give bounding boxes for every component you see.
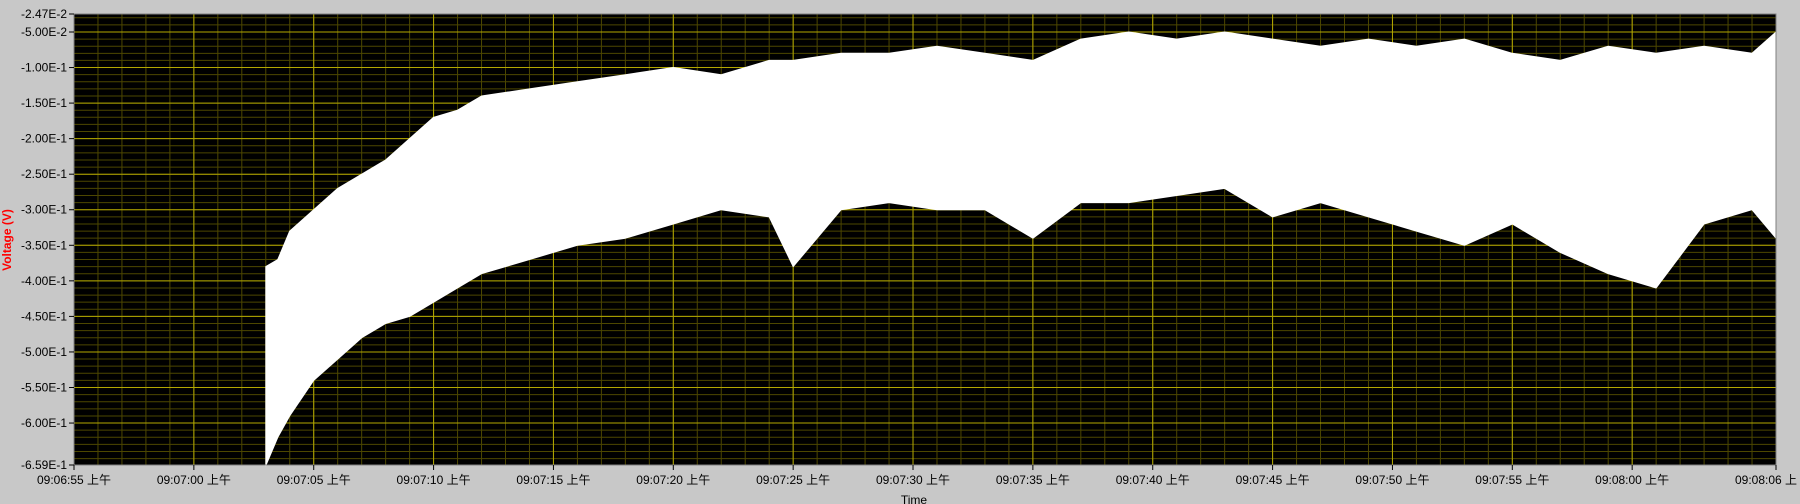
y-tick-label: -4.00E-1 <box>21 274 67 288</box>
y-tick-label: -5.00E-2 <box>21 25 67 39</box>
x-tick-label: 09:08:00 上午 <box>1595 473 1669 487</box>
y-tick-label: -1.50E-1 <box>21 96 67 110</box>
x-tick-label: 09:07:20 上午 <box>636 473 710 487</box>
x-tick-label: 09:07:50 上午 <box>1355 473 1429 487</box>
y-tick-label: -1.00E-1 <box>21 61 67 75</box>
x-tick-label: 09:07:00 上午 <box>157 473 231 487</box>
x-tick-label: 09:06:55 上午 <box>37 473 111 487</box>
plot-border <box>73 13 1777 466</box>
x-tick-label: 09:07:30 上午 <box>876 473 950 487</box>
x-tick-label: 09:07:05 上午 <box>277 473 351 487</box>
y-axis-ticks: -2.47E-2 -5.00E-2 -1.00E-1 -1.50E-1 -2.00E-1… <box>21 7 74 472</box>
x-tick-label: 09:07:40 上午 <box>1116 473 1190 487</box>
y-tick-label: -3.00E-1 <box>21 203 67 217</box>
y-tick-label: -5.00E-1 <box>21 345 67 359</box>
x-tick-label: 09:07:55 上午 <box>1475 473 1549 487</box>
y-tick-label: -3.50E-1 <box>21 238 67 252</box>
x-tick-label: 09:08:06 上 <box>1735 473 1797 487</box>
y-tick-label: -2.50E-1 <box>21 167 67 181</box>
x-axis-ticks: 09:06:55 上午 09:07:00 上午 09:07:05 上午 09:07:1… <box>37 465 1797 487</box>
x-axis-title: Time <box>901 493 928 504</box>
y-tick-label: -5.50E-1 <box>21 380 67 394</box>
y-tick-label: -2.00E-1 <box>21 132 67 146</box>
x-tick-label: 09:07:15 上午 <box>516 473 590 487</box>
y-tick-label: -6.00E-1 <box>21 416 67 430</box>
y-tick-label: -6.59E-1 <box>21 458 67 472</box>
y-tick-label: -4.50E-1 <box>21 309 67 323</box>
x-tick-label: 09:07:35 上午 <box>996 473 1070 487</box>
y-tick-label: -2.47E-2 <box>21 7 67 21</box>
x-tick-label: 09:07:25 上午 <box>756 473 830 487</box>
y-axis-title: Voltage (V) <box>0 209 14 271</box>
x-tick-label: 09:07:10 上午 <box>397 473 471 487</box>
x-tick-label: 09:07:45 上午 <box>1236 473 1310 487</box>
